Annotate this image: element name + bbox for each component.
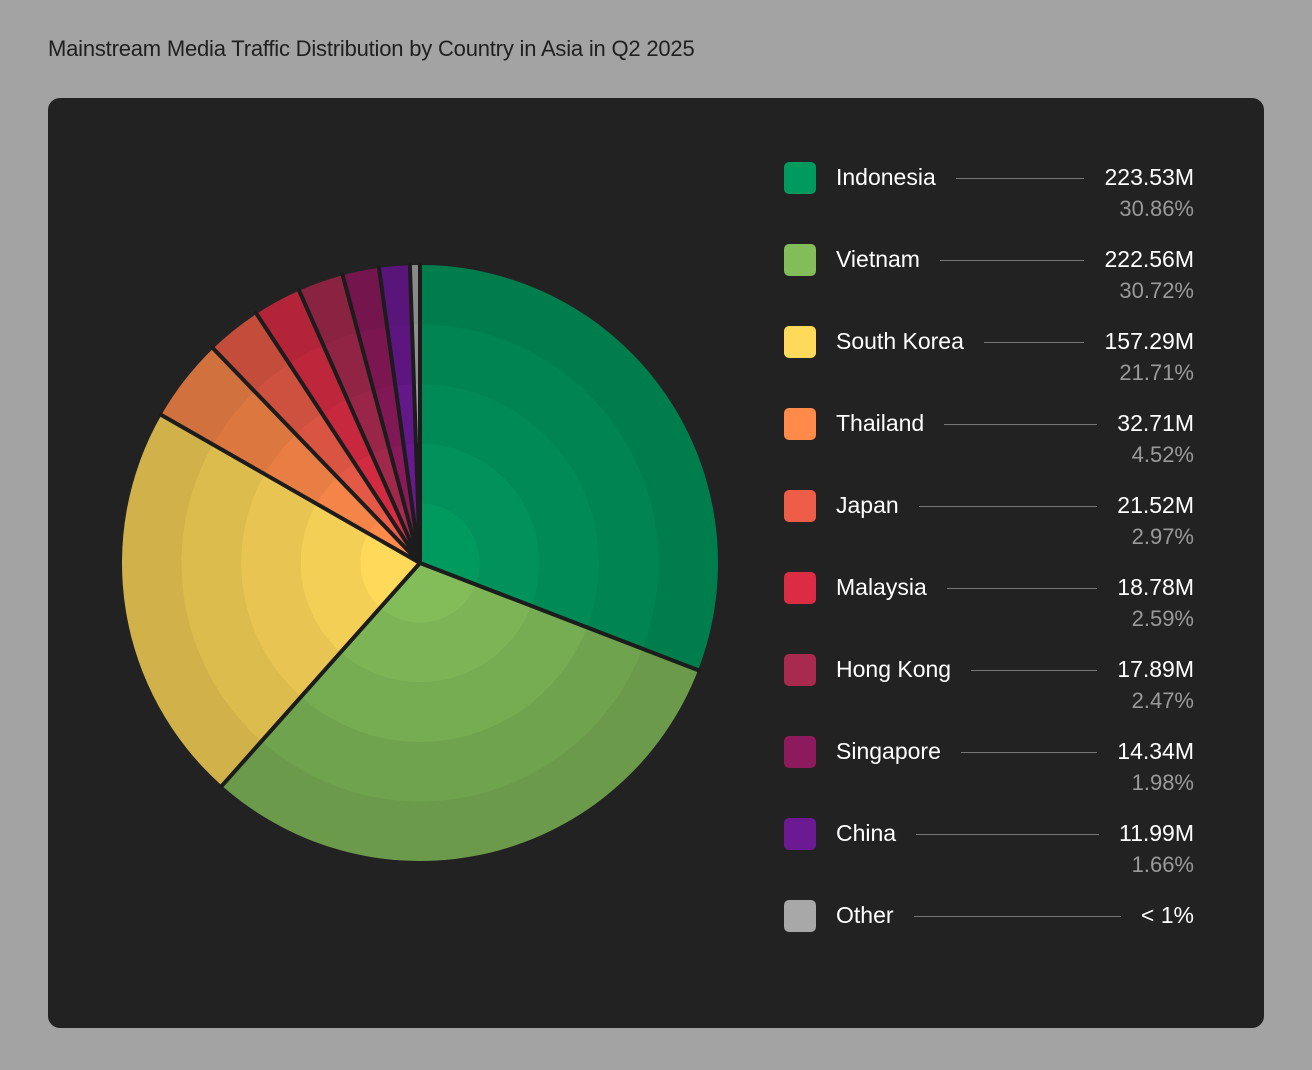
legend-percent: 2.47% <box>1131 688 1194 713</box>
legend-value: 32.71M <box>1117 410 1194 436</box>
legend-item-thailand: Thailand 32.71M 4.52% <box>784 406 1194 488</box>
legend-leader-line <box>919 506 1097 507</box>
legend-label: Singapore <box>836 738 941 764</box>
chart-title: Mainstream Media Traffic Distribution by… <box>48 36 695 61</box>
slice-separator <box>210 345 422 565</box>
legend-value: 222.56M <box>1104 246 1194 272</box>
legend-swatch <box>784 900 816 932</box>
legend-item-south-korea: South Korea 157.29M 21.71% <box>784 324 1194 406</box>
legend-percent: 30.86% <box>1119 196 1194 221</box>
legend-item-japan: Japan 21.52M 2.97% <box>784 488 1194 570</box>
legend-item-singapore: Singapore 14.34M 1.98% <box>784 734 1194 816</box>
slice-separator <box>254 310 422 565</box>
legend-item-china: China 11.99M 1.66% <box>784 816 1194 898</box>
legend-leader-line <box>956 178 1084 179</box>
legend-leader-line <box>944 424 1097 425</box>
legend-label: Hong Kong <box>836 656 952 682</box>
legend-percent: 2.97% <box>1131 524 1194 549</box>
legend-value: 17.89M <box>1117 656 1194 682</box>
legend: Indonesia 223.53M 30.86% Vietnam 222.56M 30.7… <box>784 160 1194 980</box>
legend-value: 11.99M <box>1118 820 1194 846</box>
legend-item-malaysia: Malaysia 18.78M 2.59% <box>784 570 1194 652</box>
legend-leader-line <box>984 342 1084 343</box>
legend-leader-line <box>971 670 1097 671</box>
legend-label: Malaysia <box>836 574 927 600</box>
legend-leader-line <box>940 260 1084 261</box>
slice-separator <box>376 264 422 565</box>
legend-value: 18.78M <box>1117 574 1194 600</box>
legend-leader-line <box>914 916 1121 917</box>
legend-percent: 30.72% <box>1119 278 1194 303</box>
legend-item-indonesia: Indonesia 223.53M 30.86% <box>784 160 1194 242</box>
chart-panel: Indonesia 223.53M 30.86% Vietnam 222.56M 30.7… <box>48 98 1264 1028</box>
slice-separator <box>158 412 422 565</box>
legend-percent: 4.52% <box>1131 442 1194 467</box>
pie-slice-indonesia <box>420 265 719 671</box>
legend-percent: 2.59% <box>1131 606 1194 631</box>
legend-item-other: Other < 1% <box>784 898 1194 980</box>
pie-slice-japan <box>213 313 420 563</box>
legend-swatch <box>784 818 816 850</box>
legend-swatch <box>784 408 816 440</box>
legend-swatch <box>784 326 816 358</box>
legend-swatch <box>784 654 816 686</box>
legend-percent: 21.71% <box>1119 360 1194 385</box>
slice-separator <box>407 262 422 565</box>
pie-chart <box>121 262 719 861</box>
legend-label: Indonesia <box>836 164 936 190</box>
pie-slice-vietnam <box>221 563 699 861</box>
legend-swatch <box>784 572 816 604</box>
pie-slice-thailand <box>161 348 421 563</box>
legend-value: 21.52M <box>1117 492 1194 518</box>
legend-item-hong-kong: Hong Kong 17.89M 2.47% <box>784 652 1194 734</box>
legend-label: Vietnam <box>836 246 920 272</box>
legend-percent: 1.66% <box>1131 852 1194 877</box>
legend-leader-line <box>947 588 1097 589</box>
slice-separator <box>219 561 422 789</box>
legend-item-vietnam: Vietnam 222.56M 30.72% <box>784 242 1194 324</box>
legend-swatch <box>784 490 816 522</box>
legend-label: South Korea <box>836 328 964 354</box>
legend-value: 157.29M <box>1104 328 1194 354</box>
slice-separator <box>296 287 422 565</box>
legend-percent: 1.98% <box>1131 770 1194 795</box>
legend-swatch <box>784 162 816 194</box>
pie-slice-malaysia <box>256 290 420 563</box>
legend-value: < 1% <box>1140 902 1194 928</box>
legend-swatch <box>784 244 816 276</box>
legend-value: 223.53M <box>1104 164 1194 190</box>
slice-separator <box>340 272 422 565</box>
legend-label: China <box>836 820 897 846</box>
slice-separator <box>418 561 701 673</box>
legend-label: Thailand <box>836 410 925 436</box>
legend-swatch <box>784 736 816 768</box>
legend-label: Japan <box>836 492 899 518</box>
legend-label: Other <box>836 902 894 928</box>
legend-value: 14.34M <box>1117 738 1194 764</box>
legend-leader-line <box>961 752 1097 753</box>
legend-leader-line <box>916 834 1099 835</box>
pie-slice-south-korea <box>121 414 420 786</box>
